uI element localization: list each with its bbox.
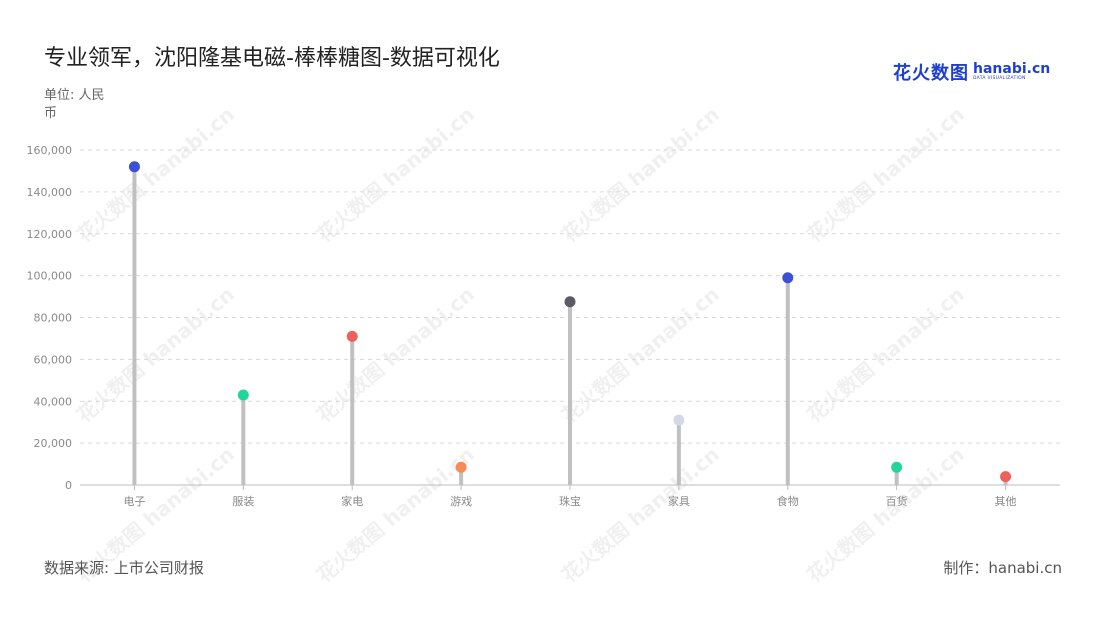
y-tick-label: 20,000 xyxy=(34,437,73,450)
lollipop-dot xyxy=(891,461,903,473)
logo-cn-text: 花火数图 xyxy=(893,63,969,84)
watermark-text: 花火数图 hanabi.cn xyxy=(557,442,724,587)
x-tick-label: 家电 xyxy=(341,494,363,508)
x-tick-label: 食物 xyxy=(777,494,799,508)
watermark-text: 花火数图 hanabi.cn xyxy=(312,102,479,247)
x-tick-label: 游戏 xyxy=(450,495,472,508)
y-tick-label: 40,000 xyxy=(34,395,73,408)
x-tick-label: 电子 xyxy=(123,495,145,508)
watermark-text: 花火数图 hanabi.cn xyxy=(557,102,724,247)
unit-label: 单位: 人民币 xyxy=(44,88,105,121)
logo-en-block: hanabi.cn DATA VISUALIZATION xyxy=(973,62,1050,82)
lollipop-dot xyxy=(346,330,358,342)
watermark-text: 花火数图 hanabi.cn xyxy=(802,282,969,427)
watermark-text: 花火数图 hanabi.cn xyxy=(557,282,724,427)
y-tick-label: 120,000 xyxy=(27,228,73,241)
lollipop-dot xyxy=(128,161,140,173)
lollipop-dot xyxy=(237,389,249,401)
y-tick-label: 140,000 xyxy=(27,186,73,199)
watermark-layer: 花火数图 hanabi.cn 花火数图 hanabi.cn 花火数图 hanabi.… xyxy=(72,102,969,587)
y-tick-label: 80,000 xyxy=(34,312,73,325)
lollipop-dot xyxy=(1000,471,1012,483)
data-source: 数据来源: 上市公司财报 xyxy=(44,559,204,577)
lollipop-dot xyxy=(673,414,685,426)
lollipop-dot xyxy=(455,461,467,473)
lollipop-dot xyxy=(782,272,794,284)
watermark-text: 花火数图 hanabi.cn xyxy=(72,102,239,247)
brand-logo: 花火数图 hanabi.cn DATA VISUALIZATION xyxy=(893,60,1050,84)
x-tick-label: 珠宝 xyxy=(559,494,581,508)
y-tick-label: 100,000 xyxy=(27,270,73,283)
logo-sub-text: DATA VISUALIZATION xyxy=(973,76,1026,82)
credit-text: 制作：hanabi.cn xyxy=(943,559,1062,577)
watermark-text: 花火数图 hanabi.cn xyxy=(72,282,239,427)
logo-en-text: hanabi.cn xyxy=(973,61,1051,78)
x-tick-label: 家具 xyxy=(668,494,690,508)
x-tick-label: 百货 xyxy=(886,494,908,508)
watermark-text: 花火数图 hanabi.cn xyxy=(802,102,969,247)
x-tick-label: 服装 xyxy=(232,495,254,508)
y-tick-label: 0 xyxy=(65,479,72,492)
watermark-text: 花火数图 hanabi.cn xyxy=(312,282,479,427)
y-tick-label: 160,000 xyxy=(27,144,73,157)
x-tick-label: 其他 xyxy=(995,495,1017,508)
watermark-text: 花火数图 hanabi.cn xyxy=(312,442,479,587)
lollipop-dot xyxy=(564,296,576,308)
chart-title: 专业领军，沈阳隆基电磁-棒棒糖图-数据可视化 xyxy=(44,46,500,71)
y-tick-label: 60,000 xyxy=(34,353,73,366)
